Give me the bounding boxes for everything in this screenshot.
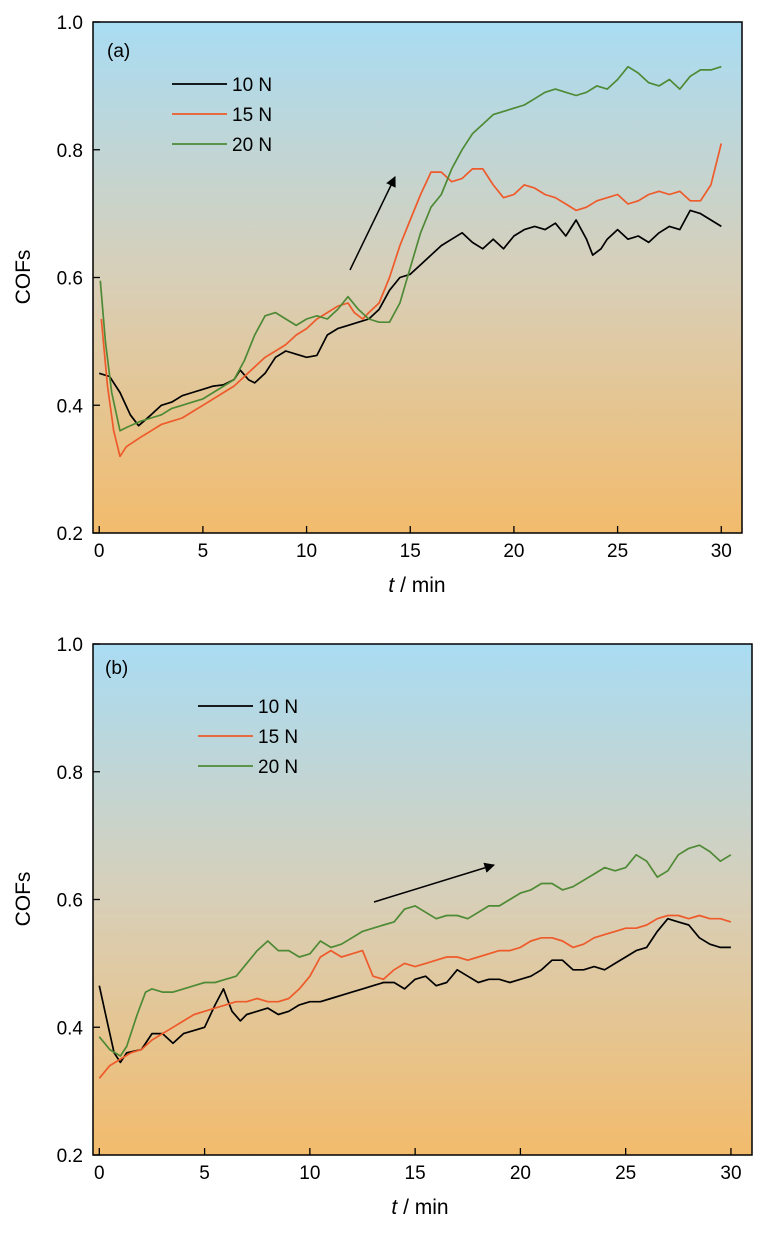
series-line-0 <box>98 917 731 1064</box>
legend: 10 N 15 N 20 N <box>198 697 298 778</box>
legend: 10 N 15 N 20 N <box>172 75 272 156</box>
x-tick-label: 20 <box>503 541 524 562</box>
panel-label: (b) <box>105 658 128 679</box>
y-tick-label: 0.8 <box>57 141 83 162</box>
axis-layer: 0 5 10 15 20 25 30 0.2 0.4 0.6 0.8 1.0 <box>57 635 742 1184</box>
panel-label: (a) <box>107 41 130 62</box>
series-line-2 <box>98 844 732 1057</box>
chart-panel-a: 0 5 10 15 20 25 30 0.2 0.4 0.6 0.8 1.0 (a) 10 N 15 N… <box>12 13 743 597</box>
x-tick-label: 0 <box>94 1163 105 1184</box>
axis-layer: 0 5 10 15 20 25 30 0.2 0.4 0.6 0.8 1.0 <box>57 13 732 562</box>
y-tick-label: 0.4 <box>57 1018 84 1039</box>
annotation-layer <box>349 176 396 271</box>
y-tick-label: 0.2 <box>57 1146 83 1167</box>
x-tick-label: 15 <box>405 1163 426 1184</box>
legend-label-0: 10 N <box>232 75 272 96</box>
y-axis-label: COFs <box>12 250 35 305</box>
y-axis-label: COFs <box>12 872 35 927</box>
plot-background <box>93 22 742 533</box>
x-tick-label: 15 <box>400 541 421 562</box>
x-tick-label: 20 <box>510 1163 531 1184</box>
x-tick-label: 5 <box>199 1163 210 1184</box>
y-tick-label: 1.0 <box>57 13 83 34</box>
x-tick-label: 30 <box>720 1163 741 1184</box>
legend-label-2: 20 N <box>232 135 272 156</box>
x-tick-label: 30 <box>711 541 732 562</box>
x-tick-label: 0 <box>94 541 105 562</box>
x-axis-label: t / min <box>388 574 445 597</box>
y-tick-label: 0.8 <box>57 763 83 784</box>
y-tick-label: 0.2 <box>57 524 83 545</box>
x-axis-label: t / min <box>391 1196 448 1219</box>
series-line-1 <box>100 143 723 458</box>
x-tick-label: 10 <box>296 541 317 562</box>
x-tick-label: 25 <box>607 541 628 562</box>
series-layer <box>98 844 732 1079</box>
legend-label-1: 15 N <box>232 105 272 126</box>
x-tick-label: 25 <box>615 1163 636 1184</box>
series-line-1 <box>98 914 732 1079</box>
y-tick-label: 0.6 <box>57 891 83 912</box>
x-tick-label: 10 <box>299 1163 320 1184</box>
y-tick-label: 1.0 <box>57 635 83 656</box>
series-line-0 <box>98 209 722 427</box>
chart-panel-b: 0 5 10 15 20 25 30 0.2 0.4 0.6 0.8 1.0 (b) 10 N 15 N… <box>12 635 753 1219</box>
y-tick-label: 0.4 <box>57 396 84 417</box>
y-tick-label: 0.6 <box>57 269 83 290</box>
legend-label-0: 10 N <box>258 697 298 718</box>
legend-label-2: 20 N <box>258 757 298 778</box>
series-line-2 <box>99 65 722 432</box>
series-layer <box>98 65 723 458</box>
plot-background <box>93 644 752 1155</box>
annotation-layer <box>373 862 496 903</box>
trend-arrow <box>349 176 396 271</box>
legend-label-1: 15 N <box>258 727 298 748</box>
x-tick-label: 5 <box>198 541 209 562</box>
trend-arrow <box>373 862 496 903</box>
